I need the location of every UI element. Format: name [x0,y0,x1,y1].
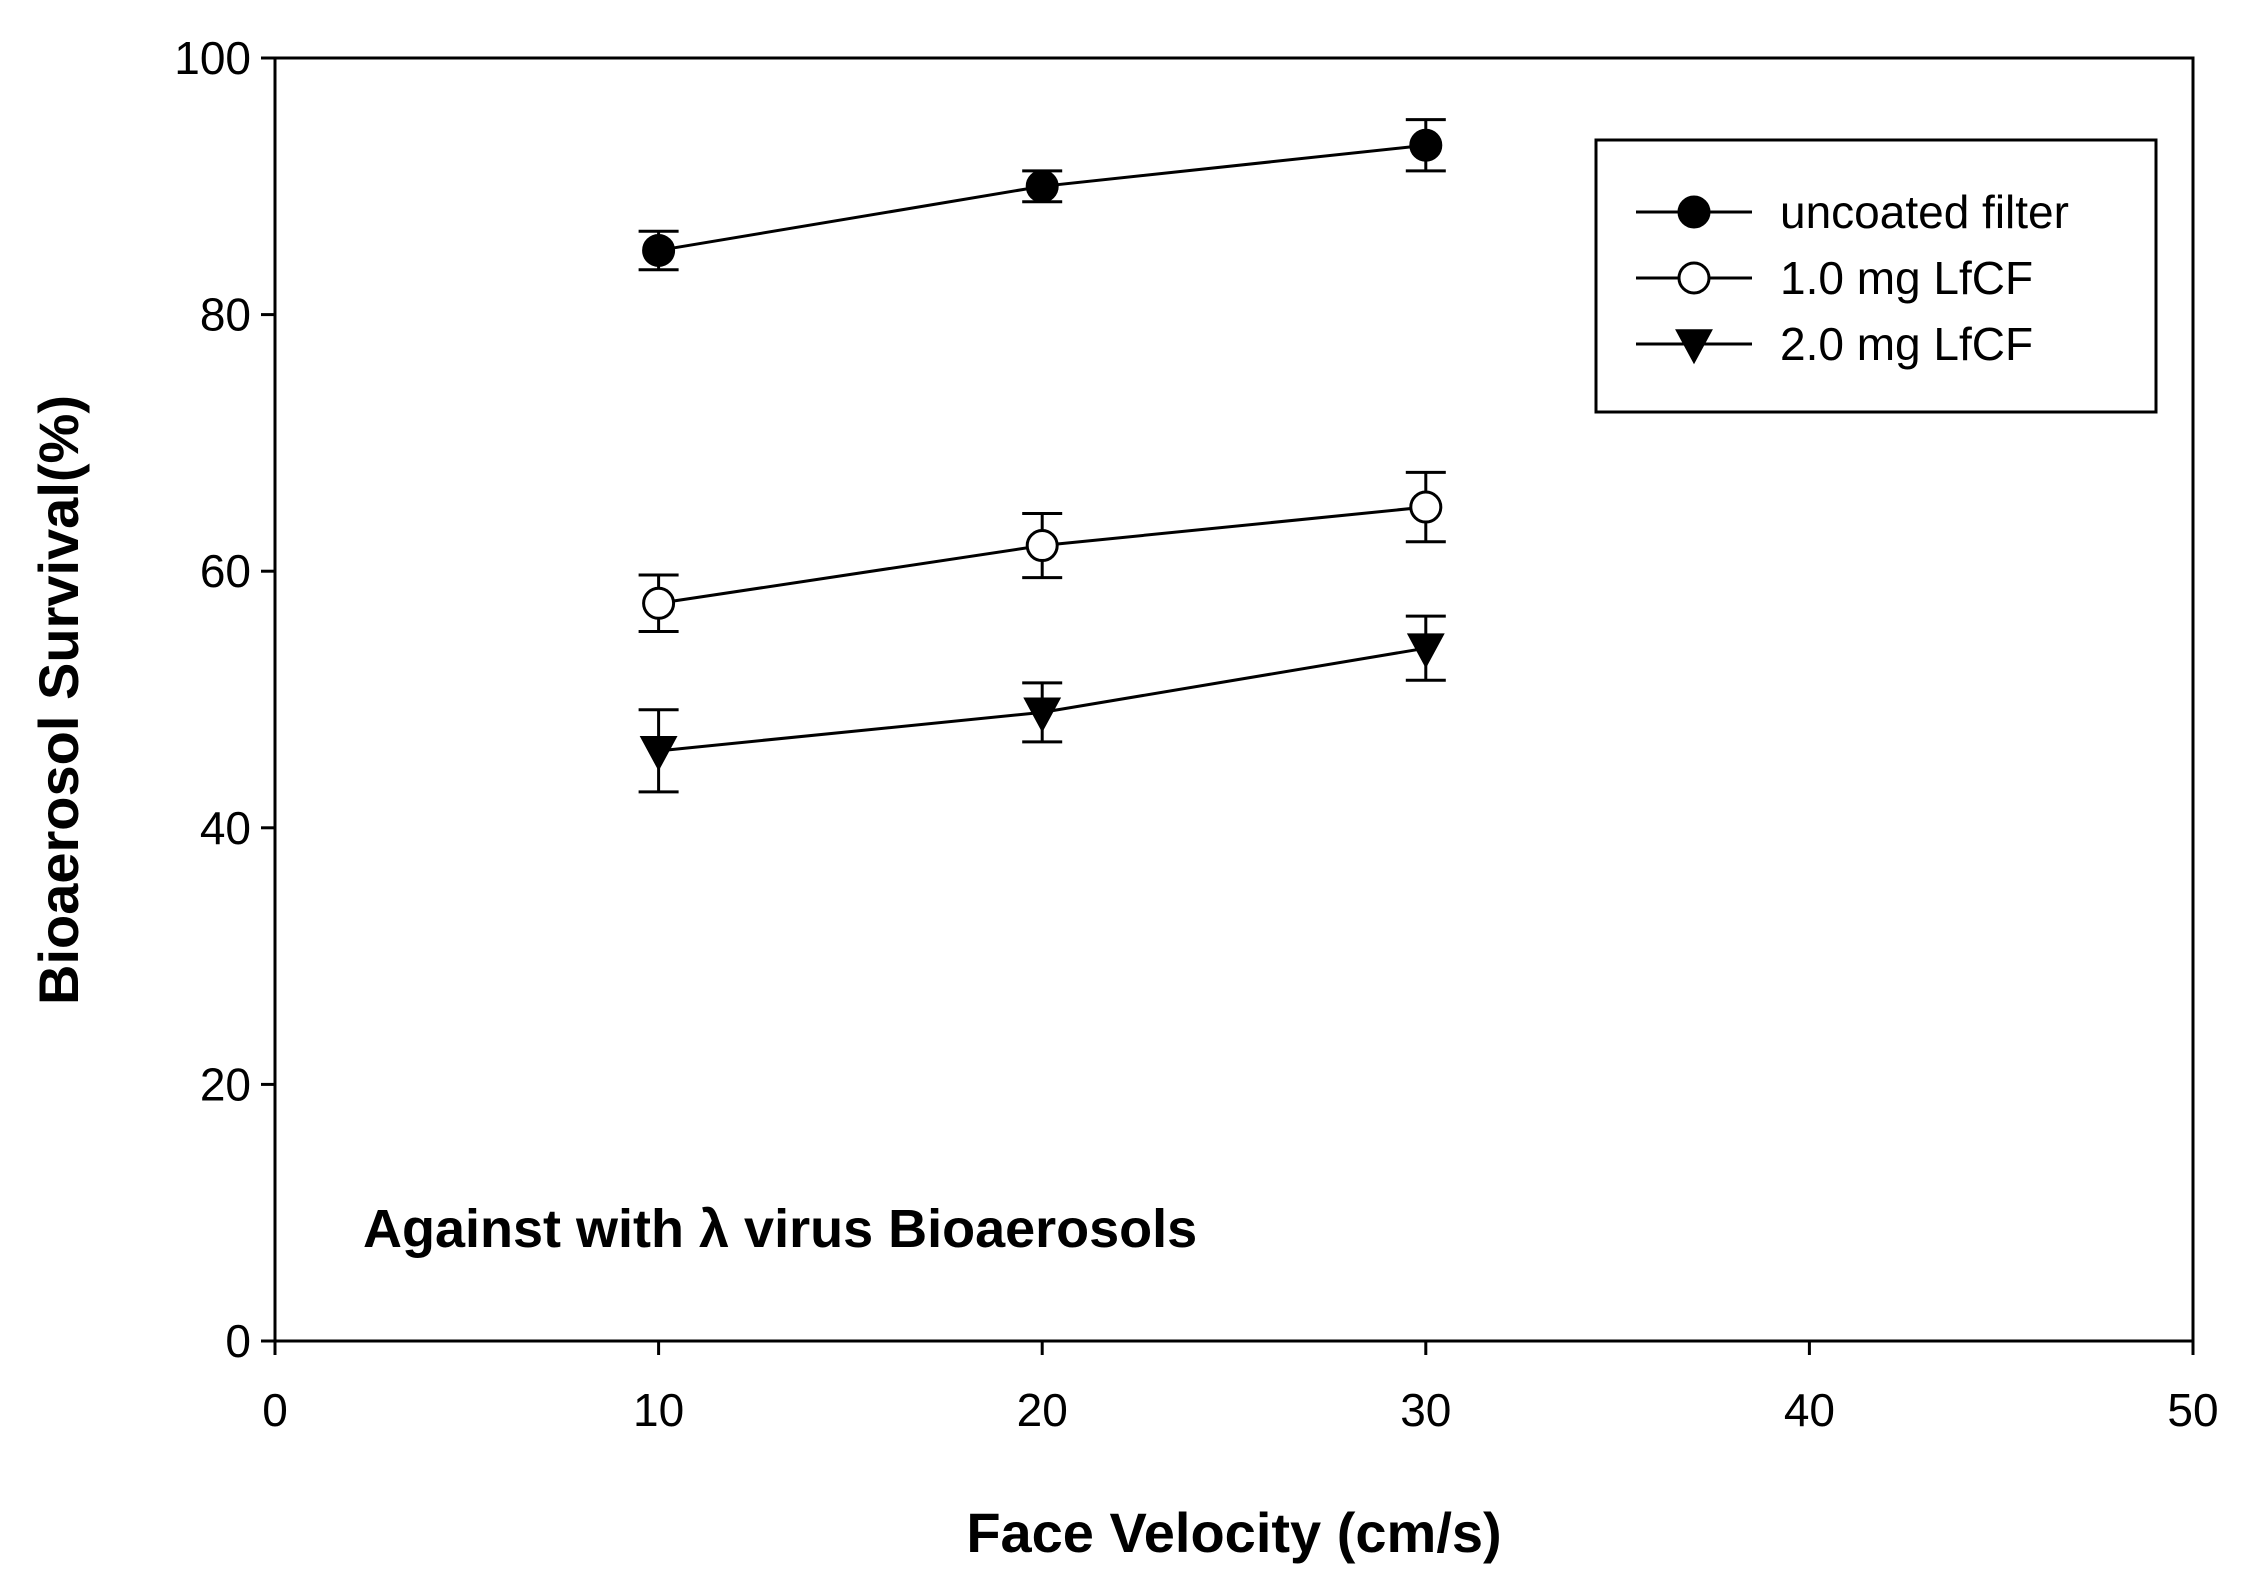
legend-item: 2.0 mg LfCF [1636,318,2033,370]
chart-annotation: Against with λ virus Bioaerosols [363,1199,1197,1259]
legend-label: uncoated filter [1780,186,2069,238]
legend-marker [1675,329,1713,365]
data-point [639,736,678,772]
y-axis-title: Bioaerosol Survival(%) [27,395,90,1005]
data-point [1406,633,1445,669]
y-axis-ticks: 0 20 40 60 80 100 [174,32,275,1367]
series-1 [638,118,1446,272]
plot-frame [273,56,2195,1343]
data-point [1409,490,1443,524]
data-point [1025,529,1059,563]
x-axis-ticks: 0 10 20 30 40 50 [262,1341,2219,1436]
data-point [642,233,676,267]
data-point [1409,128,1443,162]
y-tick-label: 20 [200,1058,251,1110]
y-tick-label: 100 [174,32,251,84]
x-tick-label: 40 [1784,1384,1835,1436]
legend: uncoated filter 1.0 mg LfCF 2.0 mg LfCF [1594,138,2158,414]
legend-marker [1677,195,1711,229]
series-2 [638,470,1446,634]
x-tick-label: 10 [633,1384,684,1436]
x-tick-label: 50 [2167,1384,2218,1436]
legend-label: 1.0 mg LfCF [1780,252,2033,304]
data-point [1025,169,1059,203]
series-3 [638,614,1446,794]
legend-label: 2.0 mg LfCF [1780,318,2033,370]
data-point [642,586,676,620]
legend-items: uncoated filter 1.0 mg LfCF 2.0 mg LfCF [1636,186,2069,370]
legend-item: 1.0 mg LfCF [1636,252,2033,304]
x-tick-label: 0 [262,1384,288,1436]
y-tick-label: 60 [200,545,251,597]
legend-marker [1677,261,1711,295]
y-tick-label: 80 [200,289,251,341]
x-axis-title: Face Velocity (cm/s) [966,1501,1501,1564]
x-tick-label: 30 [1400,1384,1451,1436]
series-layer [638,118,1446,794]
y-tick-label: 40 [200,802,251,854]
data-point [1023,697,1062,733]
x-tick-label: 20 [1017,1384,1068,1436]
legend-item: uncoated filter [1636,186,2069,238]
y-tick-label: 0 [225,1315,251,1367]
